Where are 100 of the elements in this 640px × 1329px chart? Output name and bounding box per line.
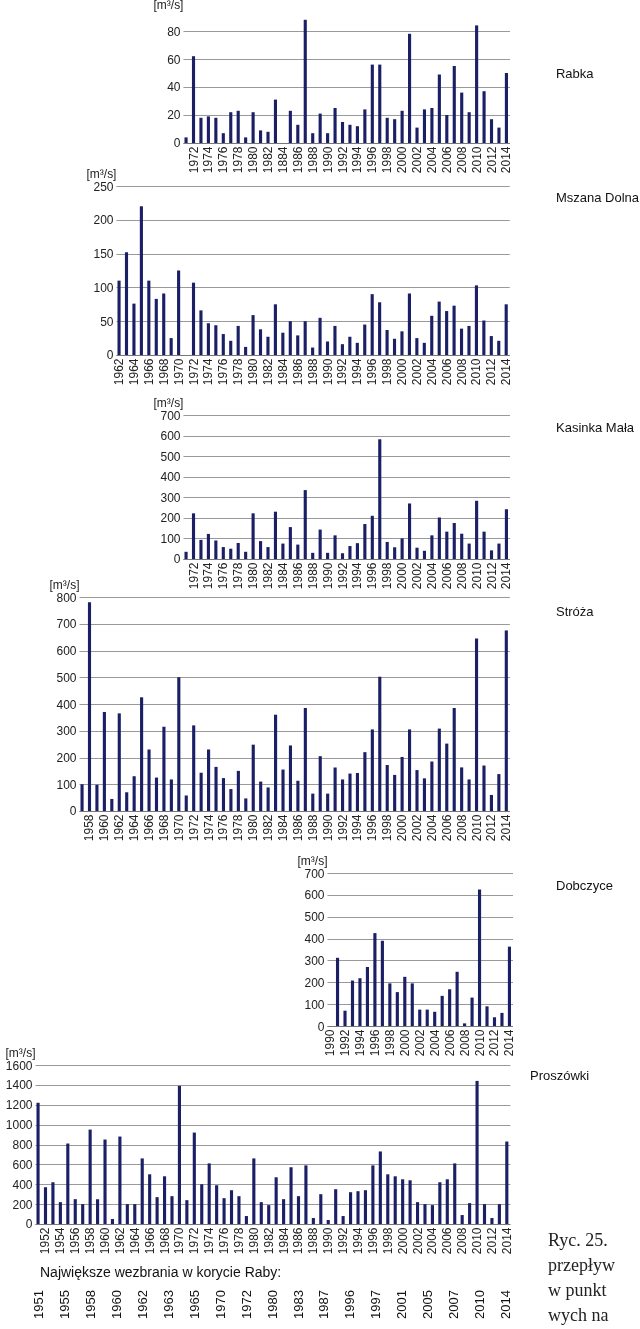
bar [347,124,352,143]
bar [177,1085,182,1224]
bar [362,109,366,143]
bar [184,795,188,811]
bar [333,767,337,811]
bar [377,302,381,355]
x-tick-label: 2002 [412,1029,427,1057]
bar [400,756,404,811]
bar [474,285,478,355]
bar [266,336,270,355]
bar [87,602,91,811]
x-tick-label: 2014 [498,562,513,590]
bar [340,344,344,355]
x-tick-label: 2000 [397,1029,412,1057]
y-tick-label: 800 [12,1138,33,1152]
bar [58,1202,63,1224]
y-tick-label: 100 [160,531,181,546]
x-tick-label: 1952 [38,1227,53,1255]
text: 1963 [160,1290,177,1321]
bar [228,112,232,143]
bar [243,137,247,143]
x-tick-label: 1976 [215,562,230,590]
bar [355,342,359,355]
bar [318,529,322,559]
x-tick-label: 1974 [202,1227,217,1255]
bar [96,1199,100,1224]
x-tick-label: 1988 [305,814,320,842]
bar [243,346,247,355]
bar [474,638,478,811]
x-tick-label: 1972 [187,1227,202,1255]
bar [499,1012,504,1026]
bar [444,531,448,559]
y-tick-label: 250 [93,179,114,194]
x-tick-label: 2014 [498,146,513,174]
bar [198,117,203,143]
x-tick-label: 1990 [320,562,335,590]
x-tick-label: 2010 [469,146,484,174]
bar [154,777,158,811]
x-tick-label: 1958 [83,1227,98,1255]
x-tick-label: 2010 [470,1227,485,1255]
bar [437,74,441,143]
y-axis-title: [m³/s] [297,853,327,868]
bar [215,1185,219,1224]
bar [407,33,411,143]
x-tick-label: 2006 [439,146,454,174]
bar [370,729,374,811]
text: Największe wezbrania w korycie Raby: [40,1264,282,1280]
x-tick-label: 2008 [454,358,469,386]
x-tick-label: 2006 [439,814,454,842]
x-tick-label: 1990 [320,146,335,174]
x-tick-label: 2004 [424,562,439,590]
bar [318,756,322,811]
x-tick-label: 1966 [141,358,156,386]
bar [170,1196,174,1224]
bar [362,324,367,355]
x-tick-label: 1996 [364,814,379,842]
bar [184,137,188,143]
bar [200,1184,204,1224]
x-tick-label: 2010 [472,1029,487,1057]
x-tick-label: 1974 [200,146,215,174]
bar [489,336,493,355]
x-tick-label: 1964 [126,814,141,842]
text: Mszana Dolna [555,190,640,205]
bar [377,676,381,811]
x-tick-label: 1992 [336,1227,351,1255]
y-tick-label: 600 [160,429,181,444]
x-tick-label: 1998 [382,1029,397,1057]
bar [191,513,195,559]
x-tick-label: 2012 [484,814,499,842]
x-tick-label: 2010 [469,562,484,590]
x-tick-label: 1990 [321,1227,336,1255]
bar [132,776,136,811]
x-tick-label: 1984 [275,562,290,590]
bar [259,1202,263,1224]
bar [507,946,511,1026]
bar [387,983,391,1026]
bar [310,347,314,355]
text: 1996 [342,1290,359,1321]
bar [214,766,218,811]
x-tick-label: 1958 [82,814,97,842]
bar [303,19,307,143]
y-tick-label: 200 [160,511,181,526]
bar [265,547,270,559]
x-tick-label: 2014 [499,1227,514,1255]
x-tick-label: 1974 [200,562,215,590]
bar [496,127,501,143]
x-tick-label: 2002 [410,1227,425,1255]
bar [385,764,389,811]
bar [484,1006,489,1026]
bar [297,1196,301,1224]
x-tick-label: 1998 [379,146,394,174]
y-axis-title: [m³/s] [153,395,183,410]
x-tick-label: 2008 [454,146,469,174]
bar [416,1202,420,1224]
bar [243,798,247,811]
x-tick-label: 2002 [409,358,424,386]
x-tick-label: 1974 [201,358,216,386]
bar [350,980,354,1026]
bar [325,552,329,559]
bar [422,109,426,143]
